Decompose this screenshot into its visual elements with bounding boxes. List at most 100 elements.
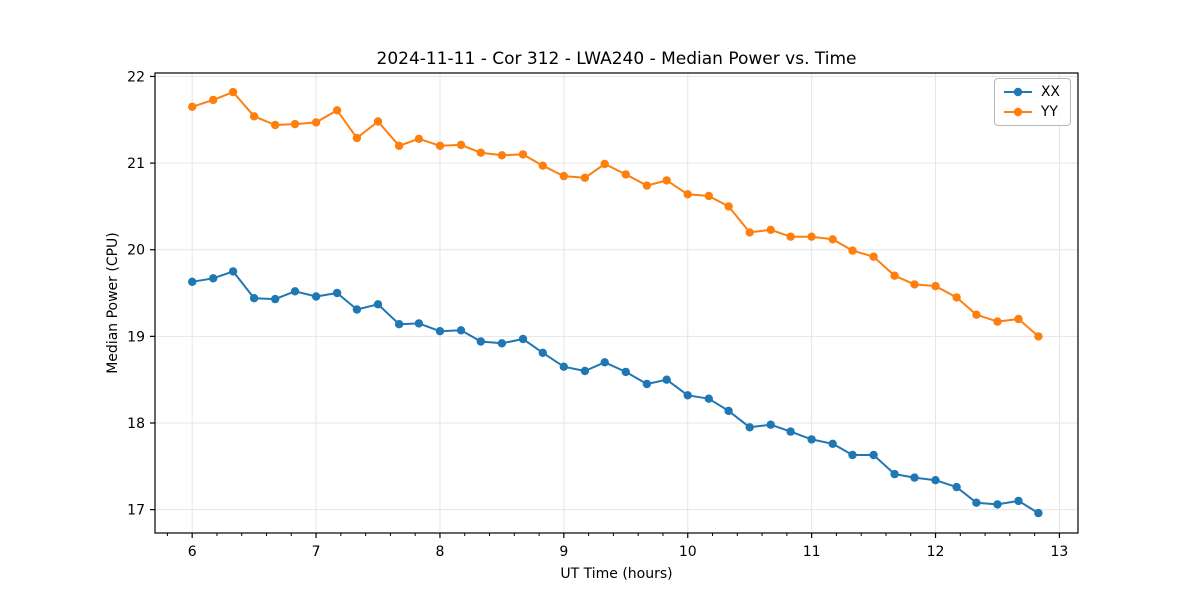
- y-tick-label: 19: [127, 329, 145, 345]
- data-point-XX: [1034, 508, 1043, 518]
- data-point-XX: [993, 500, 1002, 509]
- data-point-YY: [394, 141, 404, 150]
- data-point-XX: [290, 287, 300, 296]
- y-tick-label: 17: [127, 503, 145, 519]
- x-tick-label: 11: [803, 544, 821, 560]
- data-point-XX: [910, 473, 919, 482]
- y-tick-label: 20: [127, 243, 145, 259]
- data-point-YY: [931, 281, 940, 291]
- legend-line-sample: [1003, 107, 1032, 117]
- data-point-XX: [786, 427, 795, 436]
- x-tick-label: 12: [927, 544, 945, 560]
- data-point-XX: [807, 435, 816, 444]
- data-point-XX: [745, 423, 754, 432]
- data-point-XX: [869, 450, 878, 460]
- plot-frame: [154, 72, 1079, 534]
- data-point-XX: [848, 450, 857, 460]
- legend-marker-icon: [1013, 87, 1023, 97]
- legend-line-sample: [1003, 87, 1032, 97]
- x-tick-label: 9: [559, 544, 568, 560]
- data-point-YY: [642, 181, 652, 190]
- data-point-XX: [373, 300, 383, 309]
- data-point-YY: [848, 246, 857, 255]
- data-point-XX: [538, 348, 547, 357]
- data-point-YY: [869, 252, 878, 261]
- data-point-XX: [972, 498, 981, 507]
- data-point-XX: [518, 334, 528, 344]
- data-point-YY: [704, 191, 713, 201]
- data-point-XX: [559, 362, 568, 371]
- legend-label: YY: [1040, 104, 1058, 120]
- data-point-YY: [332, 106, 342, 115]
- data-point-YY: [952, 293, 961, 302]
- data-point-XX: [662, 375, 671, 384]
- data-point-XX: [621, 367, 630, 377]
- data-point-XX: [209, 274, 218, 283]
- data-point-XX: [352, 305, 362, 314]
- data-point-YY: [249, 112, 259, 121]
- series-XX-markers: [188, 267, 1043, 518]
- data-point-XX: [766, 420, 775, 429]
- data-point-YY: [621, 170, 630, 179]
- data-point-YY: [1014, 314, 1023, 324]
- data-point-XX: [1014, 496, 1023, 506]
- data-point-YY: [910, 280, 919, 289]
- data-point-YY: [580, 173, 590, 182]
- data-point-XX: [890, 469, 899, 479]
- data-point-YY: [807, 232, 816, 241]
- data-point-XX: [271, 294, 280, 304]
- data-point-YY: [209, 95, 218, 105]
- data-point-XX: [228, 267, 238, 276]
- data-point-YY: [1034, 332, 1043, 341]
- data-point-XX: [476, 337, 485, 346]
- data-point-YY: [683, 190, 692, 199]
- data-point-YY: [518, 150, 528, 159]
- x-tick-label: 8: [435, 544, 444, 560]
- data-point-YY: [228, 87, 238, 97]
- data-point-YY: [786, 232, 795, 241]
- legend-label: XX: [1040, 84, 1060, 100]
- data-point-XX: [642, 379, 652, 389]
- data-point-YY: [890, 271, 899, 280]
- data-point-YY: [724, 202, 733, 211]
- data-point-YY: [188, 102, 197, 112]
- series-YY: [188, 87, 1043, 341]
- x-tick-label: 10: [679, 544, 697, 560]
- data-point-YY: [972, 310, 981, 319]
- data-point-XX: [580, 366, 590, 376]
- y-tick-label: 21: [127, 156, 145, 172]
- data-point-YY: [559, 171, 568, 181]
- data-point-YY: [435, 141, 445, 150]
- data-point-XX: [249, 294, 259, 303]
- chart-title: 2024-11-11 - Cor 312 - LWA240 - Median P…: [376, 49, 857, 69]
- data-point-XX: [828, 439, 837, 448]
- x-tick-label: 13: [1051, 544, 1069, 560]
- legend-item-YY: YY: [1003, 104, 1060, 120]
- data-point-YY: [476, 148, 485, 157]
- data-point-YY: [828, 235, 837, 244]
- data-point-XX: [704, 394, 713, 403]
- data-point-YY: [745, 228, 754, 237]
- y-tick-label: 18: [127, 416, 145, 432]
- data-point-YY: [993, 317, 1002, 326]
- series-YY-line: [191, 91, 1040, 338]
- data-point-YY: [352, 133, 362, 143]
- data-point-XX: [311, 292, 321, 301]
- data-point-YY: [414, 134, 424, 143]
- data-point-XX: [724, 406, 733, 416]
- data-point-XX: [600, 358, 609, 367]
- data-point-YY: [538, 161, 547, 170]
- legend-item-XX: XX: [1003, 84, 1060, 100]
- data-point-YY: [766, 225, 775, 234]
- x-axis-label: UT Time (hours): [560, 566, 673, 582]
- data-point-XX: [332, 288, 342, 298]
- data-point-XX: [456, 326, 466, 335]
- data-point-XX: [683, 391, 692, 400]
- grid: [155, 73, 1078, 533]
- data-point-YY: [662, 176, 671, 185]
- data-point-YY: [271, 120, 280, 130]
- data-point-XX: [952, 482, 961, 492]
- x-tick-label: 6: [188, 544, 197, 560]
